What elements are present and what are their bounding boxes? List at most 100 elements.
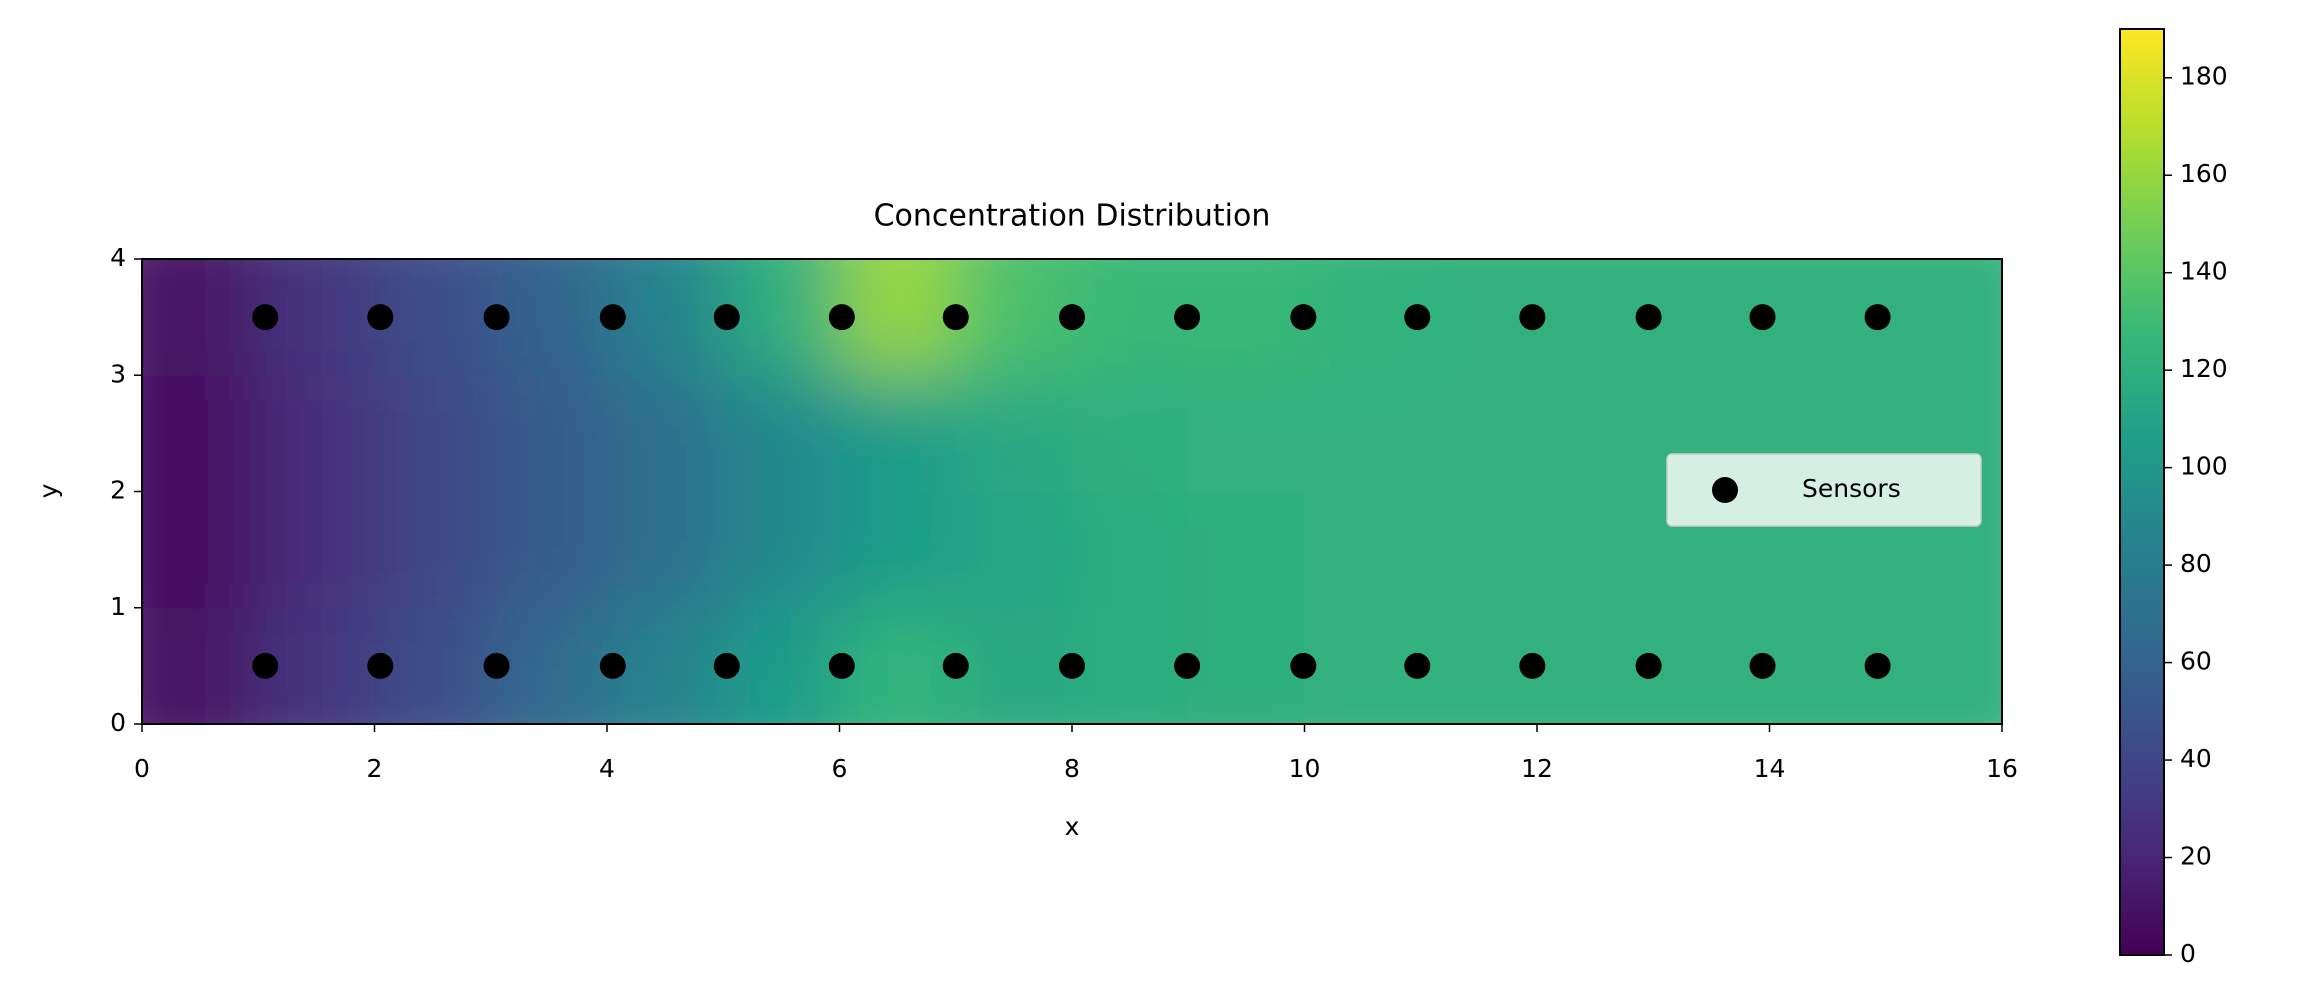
field-cell bbox=[955, 259, 1073, 376]
field-cell bbox=[490, 259, 608, 376]
colorbar-tick-label: 180 bbox=[2180, 62, 2228, 91]
colorbar-tick-label: 0 bbox=[2180, 939, 2196, 968]
x-tick-label: 8 bbox=[1064, 754, 1080, 783]
field-cell bbox=[1537, 607, 1654, 724]
y-tick-label: 4 bbox=[110, 243, 126, 272]
colorbar-tick-label: 100 bbox=[2180, 452, 2228, 481]
field-cell bbox=[490, 491, 608, 609]
legend-marker bbox=[1712, 477, 1738, 503]
sensor-point bbox=[1749, 304, 1776, 331]
field-cell bbox=[1304, 375, 1422, 492]
sensor-point bbox=[1404, 304, 1431, 331]
field-cell bbox=[1420, 607, 1538, 724]
field-cell bbox=[1072, 259, 1189, 376]
chart-title: Concentration Distribution bbox=[874, 199, 1271, 234]
field-cell bbox=[258, 607, 375, 724]
field-cell bbox=[258, 491, 375, 609]
colorbar bbox=[2119, 28, 2165, 956]
field-cell bbox=[1769, 607, 1887, 724]
field-cell bbox=[1072, 491, 1189, 609]
field-cell bbox=[490, 607, 608, 724]
field-cell bbox=[955, 375, 1073, 492]
field-cell bbox=[607, 375, 724, 492]
sensor-point bbox=[1635, 652, 1662, 679]
field-cell bbox=[723, 491, 840, 609]
field-cell bbox=[490, 375, 608, 492]
colorbar-tick-label: 140 bbox=[2180, 257, 2228, 286]
field-cell bbox=[1420, 491, 1538, 609]
field-cell bbox=[839, 375, 957, 492]
field-cell bbox=[607, 607, 724, 724]
field-cell bbox=[839, 259, 957, 376]
sensor-point bbox=[252, 304, 279, 331]
legend-label: Sensors bbox=[1802, 474, 1901, 503]
sensor-point bbox=[599, 304, 626, 331]
field-cell bbox=[1885, 607, 2002, 724]
field-cell bbox=[1072, 607, 1189, 724]
field-cell bbox=[1304, 259, 1422, 376]
sensor-point bbox=[367, 652, 394, 679]
sensor-point bbox=[252, 652, 279, 679]
field-cell bbox=[142, 375, 259, 492]
y-tick-label: 2 bbox=[110, 476, 126, 505]
field-cell bbox=[839, 607, 957, 724]
colorbar-tick-label: 60 bbox=[2180, 647, 2212, 676]
field-cell bbox=[1304, 607, 1422, 724]
sensor-point bbox=[1059, 652, 1085, 679]
sensor-point bbox=[1290, 652, 1317, 679]
field-cell bbox=[1537, 375, 1654, 492]
field-cell bbox=[1537, 259, 1654, 376]
x-tick-label: 4 bbox=[599, 754, 615, 783]
sensor-point bbox=[1864, 652, 1891, 679]
field-cell bbox=[1885, 259, 2002, 376]
field-cell bbox=[1653, 607, 1770, 724]
sensor-point bbox=[483, 304, 510, 331]
sensor-point bbox=[828, 304, 855, 331]
field-cell bbox=[1537, 491, 1654, 609]
sensor-point bbox=[1059, 304, 1085, 331]
field-cell bbox=[607, 259, 724, 376]
field-cell bbox=[955, 491, 1073, 609]
x-tick-label: 14 bbox=[1754, 754, 1786, 783]
x-tick-label: 10 bbox=[1289, 754, 1321, 783]
sensor-point bbox=[599, 652, 626, 679]
field-cell bbox=[374, 607, 492, 724]
sensor-point bbox=[1749, 652, 1776, 679]
field-cell bbox=[607, 491, 724, 609]
field-cell bbox=[839, 491, 957, 609]
x-axis-label: x bbox=[1065, 812, 1080, 841]
field-cell bbox=[142, 491, 259, 609]
sensor-point bbox=[828, 652, 855, 679]
legend-box bbox=[1666, 453, 1982, 527]
field-cell bbox=[374, 491, 492, 609]
field-cell bbox=[258, 375, 375, 492]
x-tick-label: 0 bbox=[134, 754, 150, 783]
sensor-point bbox=[1519, 652, 1546, 679]
field-cell bbox=[1188, 259, 1305, 376]
sensor-point bbox=[713, 304, 740, 331]
field-cell bbox=[142, 259, 259, 376]
sensor-point bbox=[942, 652, 969, 679]
field-cell bbox=[374, 259, 492, 376]
sensor-point bbox=[942, 304, 969, 331]
x-tick-label: 6 bbox=[832, 754, 848, 783]
field-cell bbox=[258, 259, 375, 376]
field-cell bbox=[1188, 607, 1305, 724]
field-cell bbox=[723, 259, 840, 376]
y-tick-label: 1 bbox=[110, 592, 126, 621]
x-tick-label: 2 bbox=[367, 754, 383, 783]
field-cell bbox=[1653, 259, 1770, 376]
field-cell bbox=[1420, 375, 1538, 492]
field-cell bbox=[1304, 491, 1422, 609]
colorbar-tick-label: 20 bbox=[2180, 842, 2212, 871]
y-tick-label: 0 bbox=[110, 708, 126, 737]
field-cell bbox=[374, 375, 492, 492]
field-cell bbox=[723, 375, 840, 492]
y-tick-label: 3 bbox=[110, 359, 126, 388]
sensor-point bbox=[1635, 304, 1662, 331]
sensor-point bbox=[1519, 304, 1546, 331]
sensor-point bbox=[483, 652, 510, 679]
colorbar-tick-label: 120 bbox=[2180, 354, 2228, 383]
sensor-point bbox=[367, 304, 394, 331]
